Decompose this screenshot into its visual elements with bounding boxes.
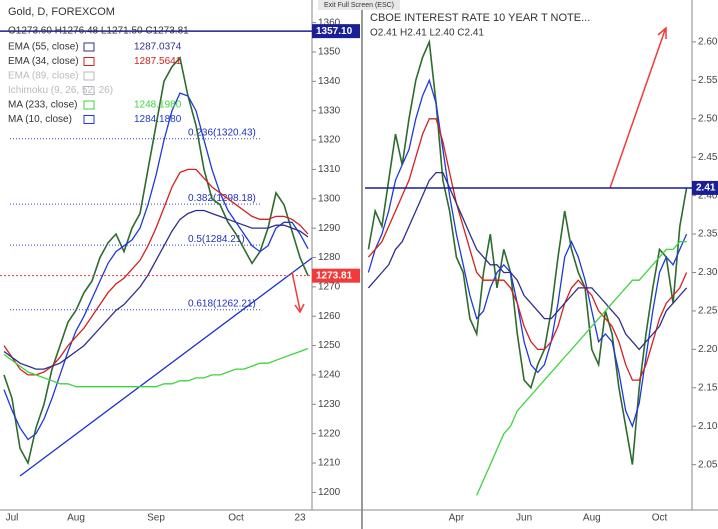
- indicator-value: 1287.0374: [134, 42, 182, 53]
- series-line: [3, 92, 309, 441]
- indicator-swatch: [83, 86, 95, 95]
- price-tag: [692, 180, 718, 195]
- x-tick-label: Apr: [449, 513, 465, 524]
- indicator-name: EMA (34, close): [8, 56, 79, 67]
- indicator-value: 1248.1980: [134, 100, 182, 111]
- chart-title: Gold, D, FOREXCOM: [8, 6, 115, 18]
- series-line: [3, 347, 309, 388]
- tooltip: Exit Full Screen (ESC): [324, 2, 394, 9]
- x-tick-label: Oct: [228, 513, 244, 524]
- tooltip-box: [318, 0, 400, 10]
- indicator-value: 1287.5641: [134, 56, 182, 67]
- x-tick-label: 23: [294, 513, 306, 524]
- x-tick-label: Aug: [583, 513, 601, 524]
- y-tick-label: 1270: [318, 282, 341, 293]
- down-arrow: [291, 271, 305, 314]
- fib-label: 0.618(1262.21): [188, 298, 256, 309]
- y-tick-label: 1340: [318, 76, 341, 87]
- up-arrow: [609, 26, 667, 189]
- y-tick-label: 1290: [318, 223, 341, 234]
- indicator-name: MA (233, close): [8, 100, 77, 111]
- y-tick-label: 1320: [318, 135, 341, 146]
- indicator-value: 1284.1880: [134, 114, 182, 125]
- indicator-name: EMA (89, close): [8, 71, 79, 82]
- fib-label: 0.236(1320.43): [188, 127, 256, 138]
- series-line: [476, 241, 687, 496]
- price-tag-label: 2.41: [696, 183, 716, 194]
- series-line: [367, 38, 688, 465]
- y-tick-label: 1300: [318, 193, 341, 204]
- fib-label: 0.5(1284.21): [188, 234, 245, 245]
- y-tick-label: 2.50: [698, 113, 718, 124]
- series-line: [367, 78, 688, 429]
- y-tick-label: 2.15: [698, 382, 718, 393]
- y-tick-label: 1250: [318, 340, 341, 351]
- x-tick-label: Sep: [147, 513, 165, 524]
- indicator-name: MA (10, close): [8, 114, 72, 125]
- y-tick-label: 1230: [318, 399, 341, 410]
- y-tick-label: 1200: [318, 487, 341, 498]
- y-tick-label: 1260: [318, 311, 341, 322]
- y-tick-label: 2.20: [698, 344, 718, 355]
- series-line: [3, 209, 309, 370]
- y-tick-label: 1360: [318, 17, 341, 28]
- indicator-swatch: [83, 100, 95, 110]
- x-tick-label: Aug: [67, 513, 85, 524]
- ohlc: O2.41 H2.41 L2.40 C2.41: [370, 28, 484, 39]
- price-tag: [312, 268, 360, 283]
- trendline: [19, 257, 313, 477]
- y-tick-label: 1220: [318, 428, 341, 439]
- y-tick-label: 2.30: [698, 267, 718, 278]
- y-tick-label: 2.10: [698, 421, 718, 432]
- series-line: [367, 171, 688, 351]
- y-tick-label: 1280: [318, 252, 341, 263]
- indicator-swatch: [83, 71, 95, 81]
- series-line: [3, 56, 309, 466]
- y-tick-label: 2.60: [698, 37, 718, 48]
- y-tick-label: 2.25: [698, 306, 718, 317]
- y-tick-label: 2.35: [698, 229, 718, 240]
- x-tick-label: Jun: [516, 513, 532, 524]
- indicator-swatch: [83, 42, 95, 52]
- y-tick-label: 1210: [318, 458, 341, 469]
- indicator-name: EMA (55, close): [8, 42, 79, 53]
- y-tick-label: 2.45: [698, 152, 718, 163]
- y-tick-label: 1310: [318, 164, 341, 175]
- x-tick-label: Jul: [6, 513, 19, 524]
- y-tick-label: 1330: [318, 105, 341, 116]
- indicator-name: Ichimoku (9, 26, 52, 26): [8, 85, 113, 96]
- y-tick-label: 2.55: [698, 75, 718, 86]
- ohlc: O1273.60 H1276.48 L1271.50 C1273.81: [8, 26, 189, 37]
- series-line: [3, 168, 309, 376]
- chart-title: CBOE INTEREST RATE 10 YEAR T NOTE...: [370, 12, 590, 24]
- indicator-swatch: [83, 115, 95, 124]
- series-line: [367, 118, 688, 381]
- indicator-swatch: [83, 57, 95, 66]
- price-tag: [312, 24, 360, 39]
- price-tag-label: 1357.10: [316, 26, 353, 37]
- y-tick-label: 2.05: [698, 459, 718, 470]
- y-tick-label: 1240: [318, 370, 341, 381]
- x-tick-label: Oct: [652, 513, 668, 524]
- y-tick-label: 2.40: [698, 190, 718, 201]
- price-tag-label: 1273.81: [316, 270, 353, 281]
- y-tick-label: 1350: [318, 47, 341, 58]
